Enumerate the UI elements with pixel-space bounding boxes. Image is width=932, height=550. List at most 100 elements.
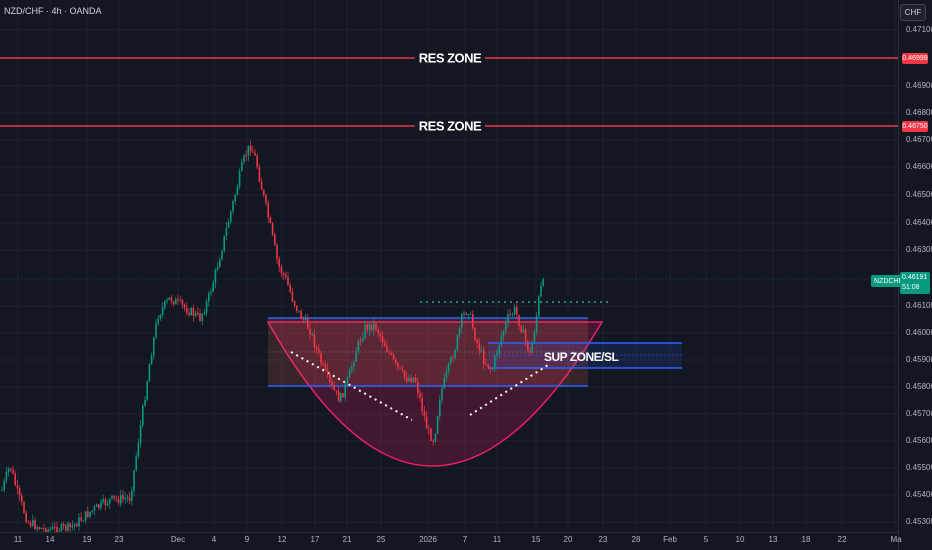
candle-body (18, 488, 21, 496)
candle-body (67, 523, 69, 531)
candle-body (298, 310, 300, 312)
candle-body (238, 171, 241, 187)
candle-body (27, 521, 30, 523)
date-tick-label: 10 (735, 535, 745, 544)
candle-body (243, 155, 245, 162)
candle-body (278, 259, 280, 267)
candle-body (496, 353, 498, 356)
candle-body (54, 526, 56, 528)
candle-body (344, 384, 346, 398)
candle-body (14, 473, 16, 486)
candle-body (302, 319, 305, 321)
candle-body (313, 333, 316, 348)
candle-body (307, 318, 309, 329)
candle-body (384, 342, 386, 347)
candle-body (183, 304, 186, 308)
candle-body (531, 342, 533, 353)
candle-body (12, 469, 14, 474)
candle-body (263, 189, 265, 196)
candle-body (179, 299, 181, 301)
candle-body (346, 377, 349, 385)
currency-button[interactable]: CHF (900, 4, 926, 21)
candle-body (533, 332, 536, 343)
sup-zone-label: SUP ZONE/SL (544, 350, 619, 364)
symbol-title[interactable]: NZD/CHF · 4h · OANDA (4, 6, 102, 16)
candle-body (245, 155, 247, 157)
current-price-tag: 0.46191 51:08 (900, 272, 930, 294)
candle-body (452, 357, 454, 359)
candle-body (274, 234, 276, 246)
candle-body (386, 346, 388, 352)
candle-body (311, 333, 313, 335)
candle-body (175, 299, 177, 305)
candle-body (102, 499, 104, 502)
sup-zone-box (488, 343, 682, 368)
candle-body (60, 523, 63, 532)
current-symbol-tag: NZDCHF (871, 275, 906, 287)
candle-body (40, 527, 43, 529)
candle-body (93, 506, 96, 511)
candle-body (76, 524, 78, 527)
candle-body (58, 531, 60, 532)
candle-body (131, 490, 133, 501)
candle-body (168, 297, 170, 300)
candle-body (137, 443, 140, 457)
candle-body (309, 328, 311, 335)
candle-body (320, 353, 322, 364)
candle-body (375, 323, 377, 330)
candle-body (258, 167, 261, 182)
candle-body (113, 495, 115, 498)
time-axis-divider (0, 532, 898, 533)
res-price-tag-2: 0.46750 (902, 121, 928, 132)
candle-body (474, 327, 476, 341)
candle-body (43, 527, 45, 529)
candle-body (463, 313, 465, 315)
candle-body (366, 324, 368, 331)
date-tick-label: Dec (170, 535, 186, 544)
candle-body (511, 314, 514, 316)
candle-body (269, 217, 272, 223)
candle-body (417, 381, 419, 393)
candle-body (535, 315, 538, 333)
candle-body (318, 348, 320, 354)
candle-body (430, 429, 432, 441)
candle-body (364, 324, 366, 339)
candle-body (401, 368, 404, 371)
candle-body (516, 307, 518, 315)
date-tick-label: 14 (45, 535, 55, 544)
candle-body (122, 495, 124, 499)
candle-body (120, 495, 122, 504)
candle-body (428, 428, 430, 430)
date-tick-label: 13 (768, 535, 778, 544)
candle-body (509, 313, 511, 315)
candle-body (91, 510, 93, 512)
candle-body (65, 525, 67, 531)
candle-body (150, 355, 153, 365)
candle-body (252, 151, 254, 153)
candle-body (267, 203, 269, 218)
candle-body (157, 318, 159, 324)
candle-body (524, 329, 527, 341)
candle-body (117, 498, 120, 504)
candle-body (23, 502, 25, 513)
candle-body (507, 313, 509, 322)
candle-body (29, 522, 32, 526)
candle-body (221, 250, 223, 260)
candle-body (337, 390, 340, 402)
candle-body (491, 368, 494, 370)
trend-dots-left (290, 351, 413, 421)
candle-body (423, 411, 426, 417)
price-chart[interactable] (0, 0, 898, 532)
candle-body (161, 307, 164, 315)
candle-body (212, 282, 214, 292)
candle-body (280, 266, 283, 274)
candle-body (135, 456, 137, 471)
candle-body (465, 313, 467, 315)
candle-body (126, 497, 129, 499)
candle-body (342, 393, 344, 398)
date-tick-label: 11 (492, 535, 502, 544)
